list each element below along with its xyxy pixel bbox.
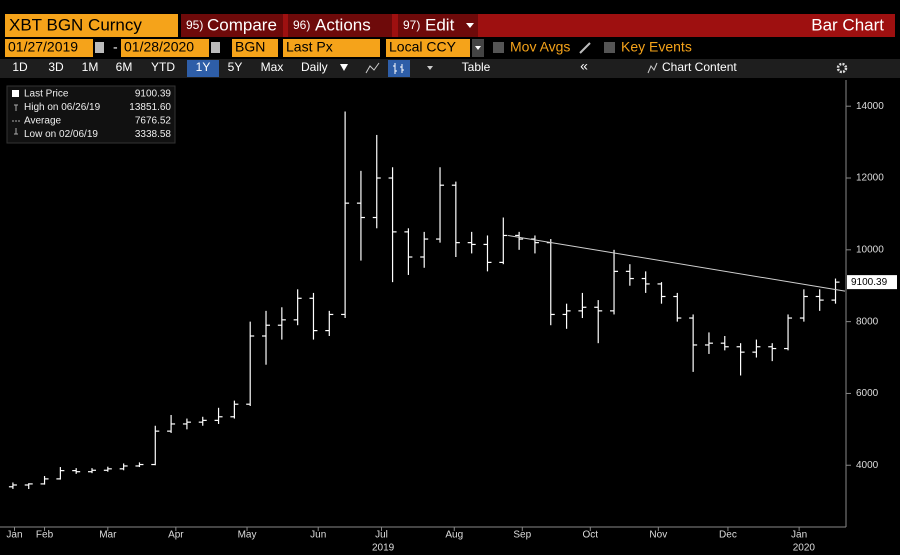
last-price-box bbox=[847, 275, 897, 290]
x-tick-label: May bbox=[238, 530, 257, 541]
menu-label[interactable]: Edit bbox=[425, 15, 455, 34]
period-button[interactable]: 5Y bbox=[228, 60, 243, 74]
legend-value: 9100.39 bbox=[135, 89, 172, 100]
end-date: 01/28/2020 bbox=[124, 39, 194, 55]
legend-marker bbox=[14, 128, 18, 135]
menu-label[interactable]: Actions bbox=[315, 15, 371, 34]
y-tick-label: 12000 bbox=[856, 173, 884, 184]
y-tick-label: 10000 bbox=[856, 244, 884, 255]
x-tick-label: Oct bbox=[583, 530, 599, 541]
x-tick-label: Jun bbox=[310, 530, 326, 541]
source: BGN bbox=[235, 39, 265, 55]
menu-label[interactable]: Compare bbox=[207, 15, 277, 34]
legend-label: Low on 02/06/19 bbox=[24, 129, 98, 140]
x-tick-label: Nov bbox=[649, 530, 667, 541]
last-price-label: 9100.39 bbox=[851, 277, 888, 288]
year-label: 2019 bbox=[372, 543, 395, 554]
checkbox[interactable] bbox=[604, 42, 615, 53]
bar-icon-button[interactable] bbox=[388, 60, 410, 77]
currency-field[interactable] bbox=[386, 39, 470, 57]
source-field[interactable] bbox=[232, 39, 278, 57]
legend-value: 7676.52 bbox=[135, 116, 172, 127]
legend-box bbox=[6, 85, 176, 144]
calendar-icon[interactable] bbox=[211, 42, 220, 53]
field-field[interactable] bbox=[283, 39, 380, 57]
x-tick-label: Aug bbox=[445, 530, 463, 541]
x-tick-label: Dec bbox=[719, 530, 737, 541]
start-date: 01/27/2019 bbox=[8, 39, 78, 55]
end-date-field[interactable] bbox=[121, 39, 209, 57]
security-box[interactable] bbox=[5, 14, 178, 37]
chart-content-button[interactable]: Chart Content bbox=[662, 60, 737, 74]
x-tick-label: Jul bbox=[375, 530, 388, 541]
toolbar bbox=[0, 59, 900, 78]
legend-label: High on 06/26/19 bbox=[24, 102, 101, 113]
period-group: 1D 3D 1M 6M YTD 1Y 5Y Max bbox=[12, 60, 283, 77]
bar-icon bbox=[393, 63, 404, 74]
collapse-button[interactable]: « bbox=[580, 58, 588, 74]
x-tick-label: Sep bbox=[513, 530, 531, 541]
year-label: 2020 bbox=[793, 543, 816, 554]
separator: - bbox=[113, 39, 118, 55]
toggle-label[interactable]: Mov Avgs bbox=[510, 39, 570, 55]
period-button[interactable]: Max bbox=[261, 60, 284, 74]
field: Last Px bbox=[286, 39, 333, 55]
menu-button[interactable] bbox=[288, 14, 392, 37]
period-button[interactable]: 1D bbox=[12, 60, 28, 74]
checkbox[interactable] bbox=[493, 42, 504, 53]
dropdown-arrow bbox=[427, 66, 433, 70]
period-button[interactable]: 6M bbox=[116, 60, 133, 74]
chart-content-icon bbox=[647, 62, 658, 74]
dropdown-arrow bbox=[466, 23, 474, 28]
currency: Local CCY bbox=[389, 39, 457, 55]
calendar-icon[interactable] bbox=[95, 42, 104, 53]
period-button[interactable]: 1Y bbox=[196, 60, 211, 74]
x-tick-label: Apr bbox=[168, 530, 184, 541]
toggle-label[interactable]: Key Events bbox=[621, 39, 692, 55]
pencil-icon[interactable] bbox=[579, 42, 591, 54]
line-icon[interactable] bbox=[365, 62, 380, 74]
security: XBT BGN Curncy bbox=[9, 15, 142, 34]
legend-value: 13851.60 bbox=[129, 102, 171, 113]
menu-button[interactable] bbox=[181, 14, 283, 37]
legend: Last Price 9100.39 High on 06/26/19 13851.6… bbox=[24, 89, 171, 141]
plot: 4000 6000 8000 10000 12000 14000 Jan Feb Mar Apr M… bbox=[6, 101, 897, 554]
y-tick-label: 14000 bbox=[856, 101, 884, 112]
y-tick-label: 4000 bbox=[856, 460, 879, 471]
legend-marker bbox=[14, 104, 18, 111]
legend-value: 3338.58 bbox=[135, 129, 172, 140]
x-tick-label: Mar bbox=[99, 530, 117, 541]
legend-swatch bbox=[12, 90, 19, 97]
period-button[interactable]: YTD bbox=[151, 60, 175, 74]
start-date-field[interactable] bbox=[5, 39, 93, 57]
menu-number: 97) bbox=[403, 18, 420, 32]
menu-button[interactable] bbox=[398, 14, 478, 37]
x-tick-label: Feb bbox=[36, 530, 54, 541]
menu-number: 96) bbox=[293, 18, 310, 32]
period-selected bbox=[187, 60, 219, 77]
legend-label: Average bbox=[24, 116, 62, 127]
settings-icon[interactable] bbox=[836, 62, 848, 74]
dropdown-arrow bbox=[340, 64, 348, 71]
legend-label: Last Price bbox=[24, 89, 69, 100]
interval[interactable]: Daily bbox=[301, 60, 328, 74]
period-button[interactable]: 1M bbox=[82, 60, 99, 74]
table-button[interactable]: Table bbox=[462, 60, 491, 74]
trend-line bbox=[507, 234, 846, 292]
view-title: Bar Chart bbox=[811, 15, 884, 34]
x-tick-label: Jan bbox=[791, 530, 807, 541]
y-tick-label: 6000 bbox=[856, 388, 879, 399]
menu-number: 95) bbox=[186, 18, 203, 32]
x-tick-label: Jan bbox=[6, 530, 22, 541]
dropdown-arrow bbox=[475, 46, 481, 50]
y-tick-label: 8000 bbox=[856, 316, 879, 327]
period-button[interactable]: 3D bbox=[48, 60, 64, 74]
